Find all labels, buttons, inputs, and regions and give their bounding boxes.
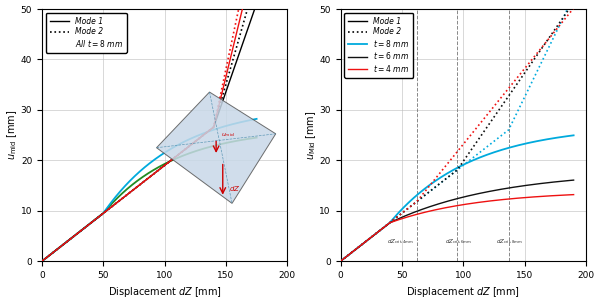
Y-axis label: $u_{\mathrm{mid}}$ [mm]: $u_{\mathrm{mid}}$ [mm] [5,110,19,160]
X-axis label: Displacement $dZ$ [mm]: Displacement $dZ$ [mm] [406,285,520,300]
Legend: Mode 1, Mode 2, $t = 8$ mm, $t = 6$ mm, $t = 4$ mm: Mode 1, Mode 2, $t = 8$ mm, $t = 6$ mm, … [344,13,413,78]
Text: $dZ_{\mathrm{crit,4mm}}$: $dZ_{\mathrm{crit,4mm}}$ [387,238,414,246]
Text: $dZ_{\mathrm{crit,6mm}}$: $dZ_{\mathrm{crit,6mm}}$ [445,238,472,246]
Legend: Mode 1, Mode 2, All $t = 8$ mm: Mode 1, Mode 2, All $t = 8$ mm [46,13,127,52]
X-axis label: Displacement $dZ$ [mm]: Displacement $dZ$ [mm] [107,285,221,300]
Y-axis label: $u_{\mathrm{Mid}}$ [mm]: $u_{\mathrm{Mid}}$ [mm] [304,110,318,160]
Text: $dZ_{\mathrm{crit,8mm}}$: $dZ_{\mathrm{crit,8mm}}$ [496,238,523,246]
